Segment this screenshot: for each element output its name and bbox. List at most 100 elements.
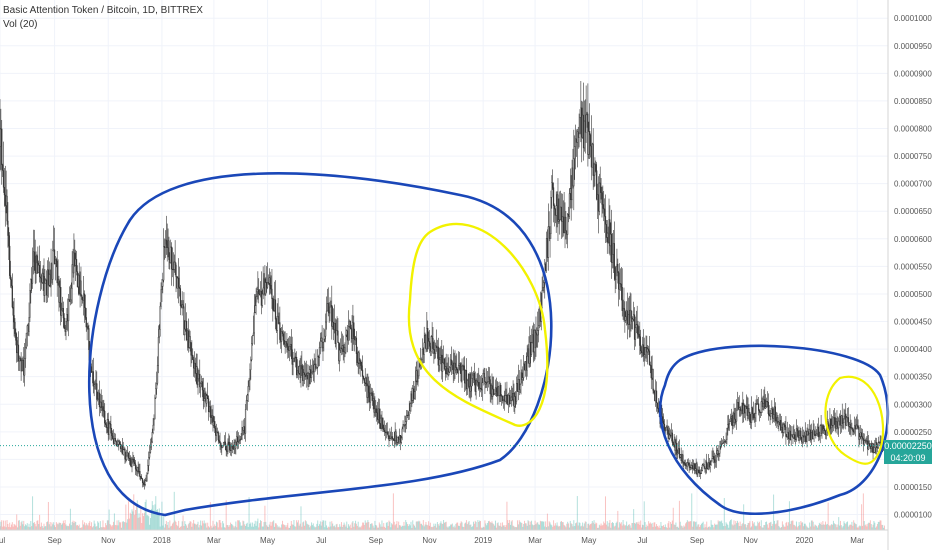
candle-body [371, 393, 372, 394]
candle-body [648, 349, 649, 351]
volume-bar [184, 521, 185, 530]
candle-body [604, 209, 605, 216]
volume-bar [233, 526, 234, 530]
candle-body [616, 266, 617, 279]
volume-bar [512, 520, 513, 530]
volume-bar [464, 524, 465, 530]
candle-body [92, 372, 93, 373]
candle-body [777, 417, 778, 421]
volume-bar [537, 522, 538, 530]
volume-bar [160, 527, 161, 530]
candle-body [700, 473, 701, 474]
candle-body [8, 236, 9, 247]
candle-body [654, 393, 655, 401]
volume-bar [97, 521, 98, 530]
volume-bar [574, 526, 575, 530]
volume-bar [391, 523, 392, 530]
volume-bar [440, 523, 441, 530]
symbol-title[interactable]: Basic Attention Token / Bitcoin, 1D, BIT… [3, 4, 203, 18]
time-tick-label: Jul [637, 536, 647, 545]
volume-bar [614, 527, 615, 530]
candle-body [474, 373, 475, 380]
candle-body [453, 363, 454, 374]
candle-body [677, 453, 678, 454]
volume-bar [807, 527, 808, 530]
volume-bar [711, 520, 712, 530]
volume-bar [690, 521, 691, 530]
candle-body [346, 331, 347, 335]
time-axis[interactable]: JulSepNov2018MarMayJulSepNov2019MarMayJu… [0, 530, 888, 545]
volume-bar [129, 519, 130, 530]
candle-body [797, 429, 798, 431]
volume-bar [645, 522, 646, 530]
candle-body [385, 432, 386, 433]
candle-body [347, 331, 348, 341]
candle-body [868, 443, 869, 449]
volume-bar [528, 520, 529, 530]
volume-bar [787, 526, 788, 530]
volume-bar [573, 520, 574, 530]
volume-bar [190, 521, 191, 530]
candle-body [482, 383, 483, 390]
volume-bar [286, 525, 287, 530]
volume-bar [215, 526, 216, 530]
candle-body [763, 403, 764, 406]
candle-body [298, 371, 299, 374]
volume-bar [409, 524, 410, 530]
volume-bar [306, 521, 307, 530]
candle-body [828, 422, 829, 425]
price-tick-label: 0.00010000 [894, 14, 932, 23]
volume-bar [752, 521, 753, 530]
candle-body [140, 471, 141, 476]
volume-bar [706, 522, 707, 530]
volume-indicator-label[interactable]: Vol (20) [3, 18, 203, 32]
candle-body [373, 399, 374, 401]
candle-body [636, 324, 637, 327]
candle-body [469, 374, 470, 386]
candle-body [460, 364, 461, 371]
candle-body [716, 454, 717, 461]
volume-bar [594, 524, 595, 530]
candle-body [47, 270, 48, 296]
volume-bar [584, 523, 585, 530]
volume-bar [313, 523, 314, 530]
candle-body [1, 129, 2, 165]
candle-body [638, 325, 639, 334]
candle-body [587, 114, 588, 155]
candle-body [54, 250, 55, 264]
price-axis[interactable]: 0.000010000.000015000.000020000.00002500… [888, 0, 932, 550]
candle-body [312, 372, 313, 373]
candle-body [870, 446, 871, 449]
candle-body [67, 314, 68, 321]
candle-body [879, 442, 880, 443]
volume-bar [675, 523, 676, 530]
candle-body [2, 165, 3, 171]
candle-body [299, 366, 300, 373]
volume-bar [670, 522, 671, 530]
candle-body [115, 438, 116, 441]
volume-bar [301, 527, 302, 530]
candle-body [398, 437, 399, 439]
candle-body [431, 336, 432, 351]
volume-bar [267, 527, 268, 530]
candle-body [253, 333, 254, 335]
volume-bar [809, 523, 810, 530]
volume-bar [320, 521, 321, 530]
volume-bar [49, 524, 50, 530]
candle-body [727, 428, 728, 440]
volume-bar [124, 522, 125, 530]
candle-body [220, 441, 221, 443]
volume-bar [64, 523, 65, 530]
candle-body [164, 246, 165, 247]
volume-bar [122, 522, 123, 530]
candle-body [845, 414, 846, 426]
volume-bar [801, 523, 802, 530]
candle-body [315, 364, 316, 365]
candle-body [645, 347, 646, 354]
candle-body [738, 402, 739, 409]
candle-body [767, 401, 768, 402]
candle-body [389, 436, 390, 440]
volume-bar [171, 526, 172, 530]
